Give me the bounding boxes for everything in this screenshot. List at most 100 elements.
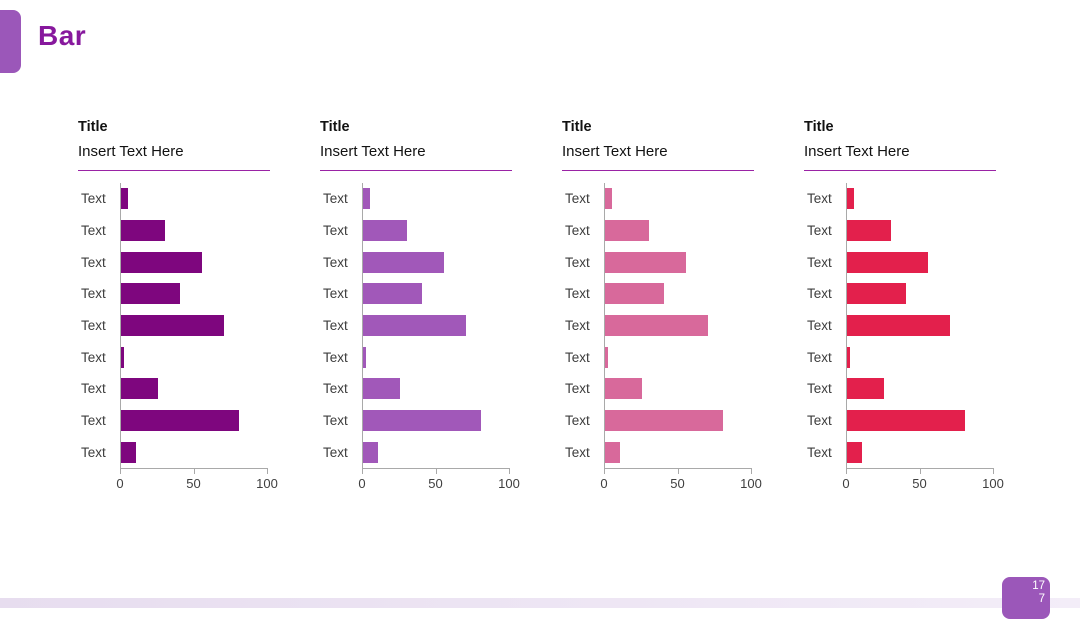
plot-area: Text Text Text Text Text Text Text Text Text 0 50… [562, 183, 762, 493]
category-label: Text [807, 254, 832, 270]
bar [121, 283, 180, 305]
bar-track [846, 246, 996, 279]
bar [847, 251, 928, 273]
bar-track [846, 404, 996, 437]
bar-row: Text [562, 341, 754, 374]
category-label: Text [81, 223, 106, 238]
bar [605, 283, 664, 305]
chart-title-underline [320, 170, 512, 171]
axis-tick [509, 469, 510, 474]
bar [363, 315, 466, 337]
bar-row: Text [804, 278, 996, 310]
axis-tick-label: 100 [740, 476, 762, 491]
bar-track [846, 309, 996, 342]
bar-track [604, 278, 754, 310]
bar-track [120, 183, 270, 215]
bar-track [604, 404, 754, 437]
axis-tick-label: 0 [600, 476, 608, 491]
axis-tick [751, 469, 752, 474]
bar-row: Text [804, 373, 996, 405]
axis-tick-label: 100 [256, 476, 278, 491]
bar-rows: Text Text Text Text Text Text Text Text Text [804, 183, 996, 469]
bar-chart: Title Insert Text Here Text Text Text Text T… [78, 118, 278, 493]
bar [847, 315, 950, 337]
bar-track [120, 404, 270, 437]
bar-row: Text [562, 309, 754, 342]
bar-track [604, 183, 754, 215]
bar-track [362, 373, 512, 405]
bar-row: Text [804, 214, 996, 247]
bar [121, 220, 166, 241]
bar [121, 378, 158, 400]
category-label: Text [323, 381, 348, 397]
plot-area: Text Text Text Text Text Text Text Text Text 0 50… [804, 183, 1004, 493]
bar-rows: Text Text Text Text Text Text Text Text Text [320, 183, 512, 469]
chart-subtitle: Insert Text Here [78, 143, 184, 160]
category-label: Text [807, 286, 832, 302]
bar-chart: Title Insert Text Here Text Text Text Text T… [320, 118, 520, 493]
bar-chart: Title Insert Text Here Text Text Text Text T… [562, 118, 762, 493]
axis-tick-label: 50 [670, 476, 685, 491]
bar-row: Text [320, 214, 512, 247]
category-label: Text [565, 254, 590, 270]
bar-row: Text [804, 309, 996, 342]
category-label: Text [323, 318, 348, 334]
bar-row: Text [562, 246, 754, 279]
plot-area: Text Text Text Text Text Text Text Text Text 0 50… [320, 183, 520, 493]
axis-tick-label: 50 [186, 476, 201, 491]
bar-row: Text [78, 246, 270, 279]
x-axis: 0 50 100 [116, 468, 278, 493]
bar [605, 220, 650, 241]
bar-row: Text [78, 278, 270, 310]
bar [121, 346, 124, 368]
bar [121, 188, 129, 210]
bar [605, 410, 723, 432]
category-label: Text [81, 381, 106, 397]
bar-track [846, 373, 996, 405]
bar [605, 251, 686, 273]
bar-row: Text [78, 436, 270, 469]
bar-row: Text [562, 214, 754, 247]
chart-title: Title [78, 119, 108, 135]
axis-tick-label: 0 [116, 476, 124, 491]
category-label: Text [323, 413, 348, 429]
category-label: Text [323, 191, 348, 207]
category-label: Text [565, 223, 590, 238]
bar [121, 315, 224, 337]
category-label: Text [323, 444, 348, 460]
bar-track [362, 436, 512, 469]
bar-row: Text [78, 309, 270, 342]
category-label: Text [565, 381, 590, 397]
category-label: Text [81, 349, 106, 365]
chart-title-underline [562, 170, 754, 171]
category-label: Text [81, 254, 106, 270]
bar-row: Text [320, 341, 512, 374]
category-label: Text [81, 191, 106, 207]
bar [605, 315, 708, 337]
bar-chart: Title Insert Text Here Text Text Text Text T… [804, 118, 1004, 493]
category-label: Text [807, 444, 832, 460]
axis-tick [120, 469, 121, 474]
bar-row: Text [320, 246, 512, 279]
bar-rows: Text Text Text Text Text Text Text Text Text [78, 183, 270, 469]
bar [605, 378, 642, 400]
chart-title: Title [320, 119, 350, 135]
bar-row: Text [78, 214, 270, 247]
bar-row: Text [320, 309, 512, 342]
bar-track [120, 341, 270, 374]
bar [605, 441, 620, 463]
category-label: Text [807, 413, 832, 429]
bar-track [604, 214, 754, 247]
bar [121, 251, 202, 273]
category-label: Text [323, 223, 348, 238]
bar-row: Text [320, 373, 512, 405]
bar-track [120, 309, 270, 342]
bar-row: Text [78, 404, 270, 437]
axis-tick-label: 50 [428, 476, 443, 491]
bar [847, 346, 850, 368]
bar-track [362, 404, 512, 437]
bar [847, 410, 965, 432]
bar-track [362, 246, 512, 279]
bar [847, 188, 855, 210]
category-label: Text [565, 286, 590, 302]
